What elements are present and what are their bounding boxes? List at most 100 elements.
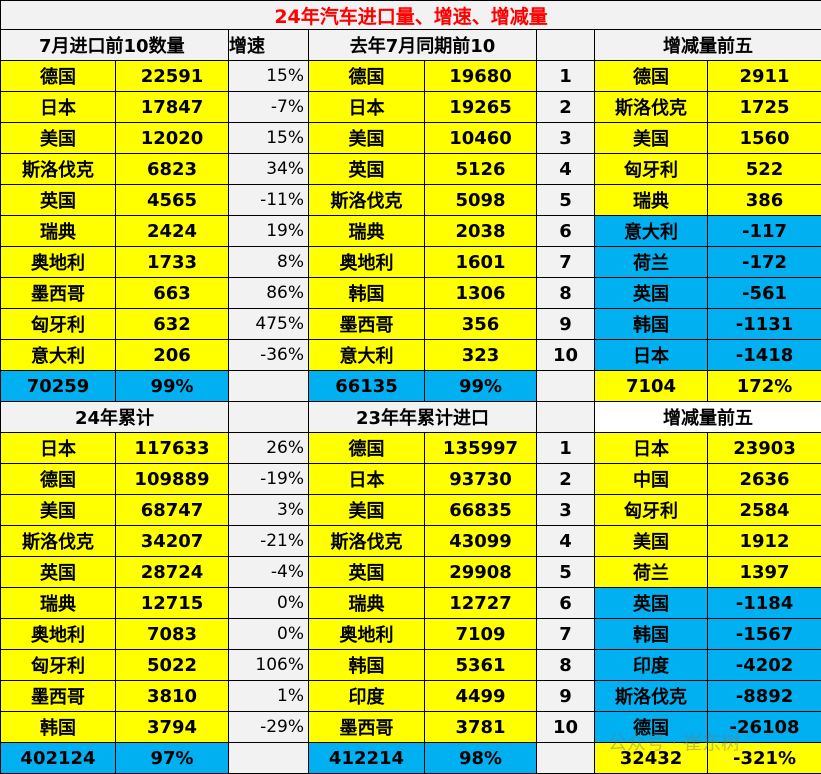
- volume: 663: [116, 278, 229, 309]
- volume: 12020: [116, 123, 229, 154]
- change-value: 1912: [708, 526, 821, 557]
- total-lastyear-growth: 99%: [425, 371, 537, 402]
- lastyear-volume: 66835: [425, 495, 537, 526]
- lastyear-country: 奥地利: [309, 247, 425, 278]
- lastyear-country: 印度: [309, 681, 425, 712]
- lastyear-volume: 356: [425, 309, 537, 340]
- lastyear-volume: 5126: [425, 154, 537, 185]
- volume: 2424: [116, 216, 229, 247]
- rank: 5: [537, 185, 595, 216]
- total-volume: 402124: [1, 743, 116, 774]
- rank: 10: [537, 340, 595, 371]
- change-country: 荷兰: [595, 247, 708, 278]
- volume: 117633: [116, 433, 229, 464]
- rank: 9: [537, 309, 595, 340]
- volume: 17847: [116, 92, 229, 123]
- change-value: -4202: [708, 650, 821, 681]
- lastyear-country: 日本: [309, 92, 425, 123]
- change-value: -1418: [708, 340, 821, 371]
- lastyear-country: 美国: [309, 123, 425, 154]
- lastyear-country: 意大利: [309, 340, 425, 371]
- change-value: 1397: [708, 557, 821, 588]
- growth: 8%: [229, 247, 309, 278]
- total-change-pct: 172%: [708, 371, 821, 402]
- country: 美国: [1, 123, 116, 154]
- volume: 28724: [116, 557, 229, 588]
- growth: -36%: [229, 340, 309, 371]
- lastyear-volume: 4499: [425, 681, 537, 712]
- growth: 15%: [229, 123, 309, 154]
- country: 德国: [1, 464, 116, 495]
- growth: -21%: [229, 526, 309, 557]
- rank: 8: [537, 278, 595, 309]
- volume: 3794: [116, 712, 229, 743]
- change-value: 2584: [708, 495, 821, 526]
- lastyear-volume: 1601: [425, 247, 537, 278]
- total-lastyear-growth: 98%: [425, 743, 537, 774]
- volume: 1733: [116, 247, 229, 278]
- change-country: 意大利: [595, 216, 708, 247]
- change-country: 印度: [595, 650, 708, 681]
- total-growth: 99%: [116, 371, 229, 402]
- change-country: 美国: [595, 526, 708, 557]
- growth: -7%: [229, 92, 309, 123]
- growth: 106%: [229, 650, 309, 681]
- volume: 12715: [116, 588, 229, 619]
- empty: [537, 743, 595, 774]
- lastyear-country: 韩国: [309, 278, 425, 309]
- growth: 3%: [229, 495, 309, 526]
- rank: 10: [537, 712, 595, 743]
- country: 瑞典: [1, 216, 116, 247]
- lastyear-volume: 5098: [425, 185, 537, 216]
- total-change-pct: -321%: [708, 743, 821, 774]
- growth: 0%: [229, 619, 309, 650]
- rank: 4: [537, 154, 595, 185]
- change-value: -1184: [708, 588, 821, 619]
- growth: -11%: [229, 185, 309, 216]
- country: 瑞典: [1, 588, 116, 619]
- change-country: 瑞典: [595, 185, 708, 216]
- change-value: 1560: [708, 123, 821, 154]
- change-value: -172: [708, 247, 821, 278]
- volume: 6823: [116, 154, 229, 185]
- change-value: 2636: [708, 464, 821, 495]
- change-country: 中国: [595, 464, 708, 495]
- lastyear-country: 墨西哥: [309, 712, 425, 743]
- lastyear-volume: 323: [425, 340, 537, 371]
- volume: 5022: [116, 650, 229, 681]
- change-value: -1131: [708, 309, 821, 340]
- change-value: -117: [708, 216, 821, 247]
- change-country: 匈牙利: [595, 495, 708, 526]
- lastyear-volume: 19265: [425, 92, 537, 123]
- total-change: 7104: [595, 371, 708, 402]
- change-country: 韩国: [595, 309, 708, 340]
- header-rank-empty: [537, 30, 595, 61]
- growth: 475%: [229, 309, 309, 340]
- country: 匈牙利: [1, 650, 116, 681]
- header-lastyear: 23年年累计进口: [309, 402, 537, 433]
- header-import: 24年累计: [1, 402, 229, 433]
- growth: 15%: [229, 61, 309, 92]
- change-value: -561: [708, 278, 821, 309]
- lastyear-country: 奥地利: [309, 619, 425, 650]
- change-value: -8892: [708, 681, 821, 712]
- lastyear-volume: 135997: [425, 433, 537, 464]
- change-value: 23903: [708, 433, 821, 464]
- volume: 4565: [116, 185, 229, 216]
- lastyear-country: 英国: [309, 557, 425, 588]
- total-lastyear-volume: 66135: [309, 371, 425, 402]
- lastyear-country: 美国: [309, 495, 425, 526]
- growth: -4%: [229, 557, 309, 588]
